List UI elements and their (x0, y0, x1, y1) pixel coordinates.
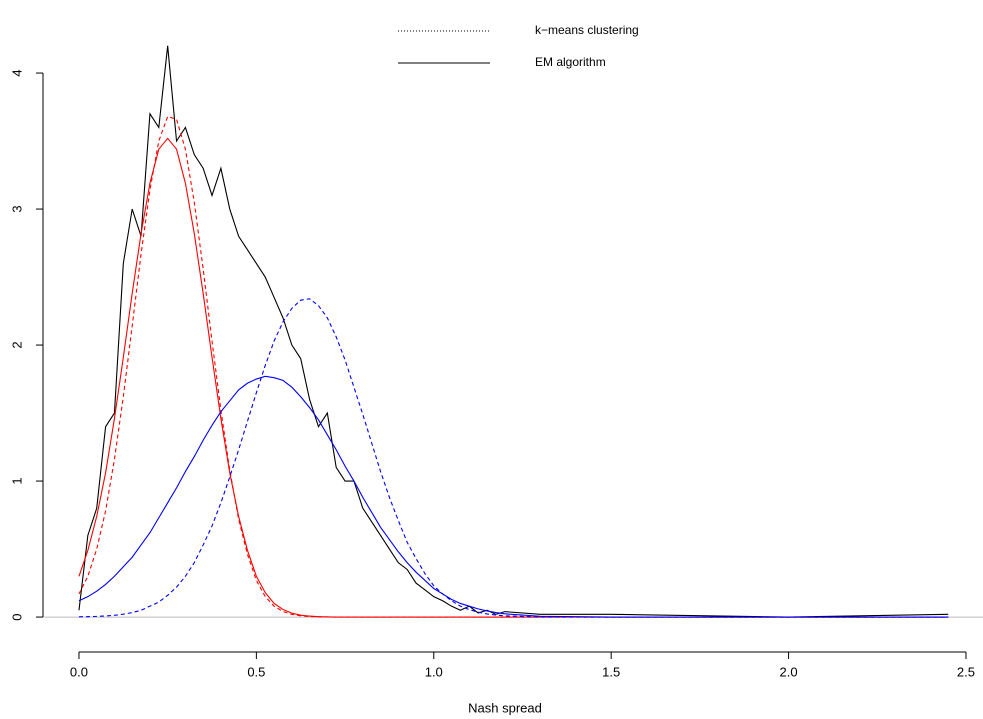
series-line (78, 115, 949, 618)
y-tick-label: 1 (9, 477, 24, 484)
y-tick-label: 0 (9, 613, 24, 620)
y-tick-label: 3 (9, 205, 24, 212)
x-tick-label: 0.0 (70, 664, 88, 679)
series-line (78, 45, 949, 618)
series-line (78, 375, 949, 618)
legend-label: EM algorithm (535, 55, 606, 69)
x-tick-label: 2.5 (957, 664, 975, 679)
y-tick-label: 4 (9, 69, 24, 76)
x-axis-label: Nash spread (468, 700, 542, 715)
x-tick-label: 1.0 (425, 664, 443, 679)
x-tick-label: 2.0 (780, 664, 798, 679)
x-tick-label: 0.5 (247, 664, 265, 679)
series-line (78, 298, 949, 618)
x-tick-label: 1.5 (602, 664, 620, 679)
legend-label: k−means clustering (535, 23, 639, 37)
series-line (78, 137, 949, 618)
y-tick-label: 2 (9, 341, 24, 348)
